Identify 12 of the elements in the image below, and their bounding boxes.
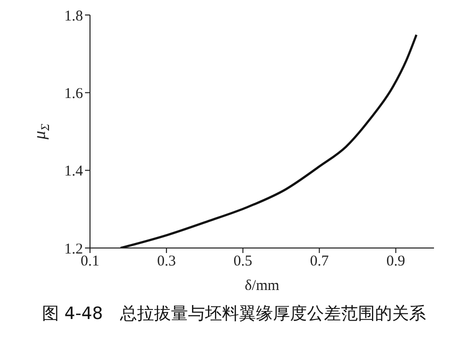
y-tick-label: 1.8 [64, 8, 83, 24]
x-tick-label: 0.3 [157, 254, 176, 270]
y-tick-label: 1.6 [64, 86, 84, 102]
x-tick-label: 0.9 [386, 254, 406, 270]
x-axis-title: δ/mm [244, 278, 280, 294]
line-series [119, 34, 418, 248]
y-tick-label: 1.4 [64, 164, 84, 180]
text: 图 4-48 总拉拔量与坯料翼缘厚度公差范围的关系 [41, 303, 427, 325]
y-tick-label: 1.2 [64, 241, 83, 258]
x-tick-label: 0.5 [234, 254, 252, 270]
x-tick-label: 0.1 [80, 254, 100, 270]
x-tick-label: 0.7 [310, 254, 330, 270]
